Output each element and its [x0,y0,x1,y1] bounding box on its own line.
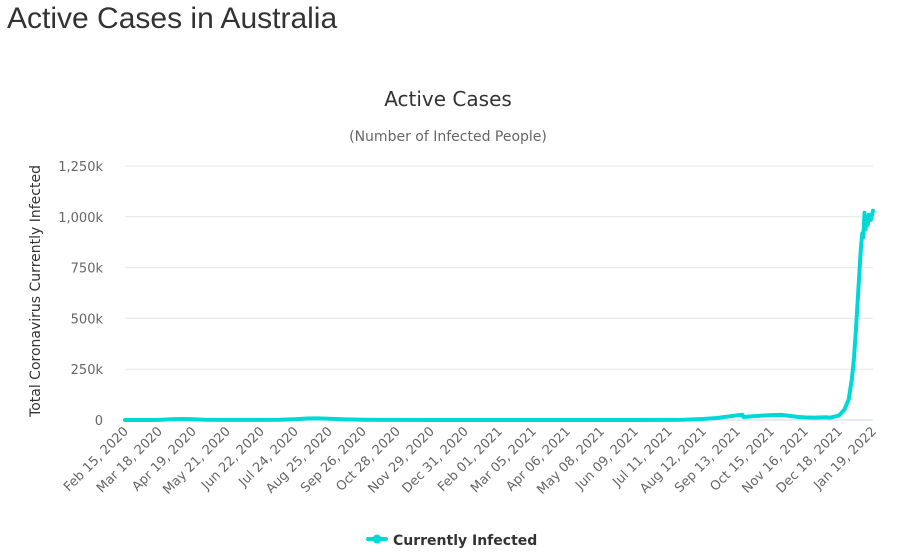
y-tick-label: 250k [71,363,104,378]
y-tick-label: 1,250k [58,160,103,175]
y-axis-ticks: 0 250k 500k 750k 1,000k 1,250k [58,160,103,429]
chart-title: Active Cases [384,87,512,111]
legend-marker-dot [372,534,382,544]
y-tick-label: 0 [95,414,103,429]
legend[interactable]: Currently Infected [366,533,537,549]
legend-item-currently-infected[interactable]: Currently Infected [393,533,537,549]
y-grid [125,165,873,421]
page-title: Active Cases in Australia [7,2,338,35]
y-tick-label: 750k [71,262,104,277]
series-line-currently-infected[interactable] [123,208,875,422]
chart-subtitle: (Number of Infected People) [349,129,547,145]
y-tick-label: 500k [71,312,104,327]
y-tick-label: 1,000k [58,211,103,226]
y-axis-label: Total Coronavirus Currently Infected [28,165,44,418]
series-layer [123,208,875,422]
